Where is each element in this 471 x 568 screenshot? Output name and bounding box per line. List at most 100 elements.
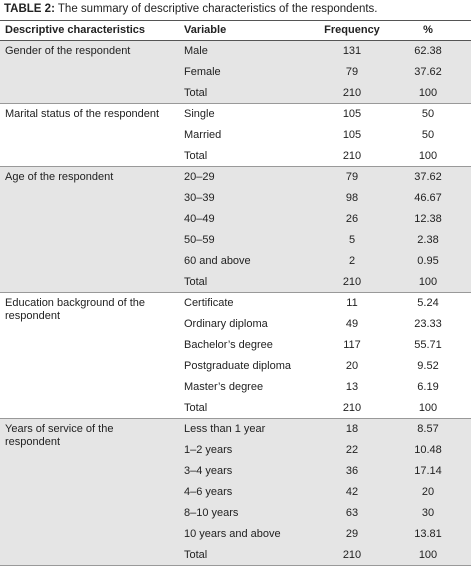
percent-cell: 100 <box>418 276 438 288</box>
table-row: Bachelor’s degree 117 55.71 <box>0 335 471 356</box>
table-row: 8–10 years 63 30 <box>0 503 471 524</box>
row-group: Years of service of the respondent Less t… <box>0 419 471 566</box>
group-label: Age of the respondent <box>5 171 114 183</box>
frequency-cell: 210 <box>342 150 362 162</box>
variable-cell: Total <box>184 549 208 561</box>
percent-cell: 17.14 <box>414 465 442 477</box>
table-row: 30–39 98 46.67 <box>0 188 471 209</box>
percent-cell: 50 <box>421 108 435 120</box>
variable-cell: 30–39 <box>184 192 215 204</box>
frequency-cell: 105 <box>342 129 362 141</box>
variable-cell: Total <box>184 87 208 99</box>
frequency-cell: 29 <box>345 528 359 540</box>
percent-cell: 62.38 <box>414 45 442 57</box>
percent-cell: 46.67 <box>414 192 442 204</box>
table-row: Married 105 50 <box>0 125 471 146</box>
group-label: Years of service of the respondent <box>5 423 114 448</box>
table-row: Master’s degree 13 6.19 <box>0 377 471 398</box>
variable-cell: 1–2 years <box>184 444 233 456</box>
frequency-cell: 117 <box>343 339 361 351</box>
table-row: Ordinary diploma 49 23.33 <box>0 314 471 335</box>
table-header: Descriptive characteristics Variable Fre… <box>0 20 471 41</box>
percent-cell: 100 <box>418 150 438 162</box>
variable-cell: Less than 1 year <box>184 423 266 435</box>
frequency-cell: 13 <box>345 381 359 393</box>
table-row: Single 105 50 <box>0 104 471 125</box>
variable-cell: Total <box>184 150 208 162</box>
percent-cell: 0.95 <box>417 255 439 267</box>
frequency-cell: 210 <box>342 402 362 414</box>
variable-cell: 50–59 <box>184 234 215 246</box>
frequency-cell: 18 <box>345 423 359 435</box>
percent-cell: 12.38 <box>414 213 442 225</box>
percent-cell: 10.48 <box>414 444 442 456</box>
variable-cell: Married <box>184 129 222 141</box>
variable-cell: 40–49 <box>184 213 215 225</box>
frequency-cell: 2 <box>348 255 356 267</box>
variable-cell: Certificate <box>184 297 234 309</box>
percent-cell: 100 <box>418 87 438 99</box>
variable-cell: 8–10 years <box>184 507 239 519</box>
table-row: 50–59 5 2.38 <box>0 230 471 251</box>
variable-cell: Bachelor’s degree <box>184 339 273 351</box>
table-row: Total 210 100 <box>0 272 471 293</box>
frequency-cell: 22 <box>345 444 359 456</box>
header-cell: Variable <box>184 24 227 36</box>
frequency-cell: 36 <box>345 465 359 477</box>
table-title: TABLE 2: The summary of descriptive char… <box>4 3 378 15</box>
table-row: Less than 1 year 18 8.57 <box>0 419 471 440</box>
table-row: 40–49 26 12.38 <box>0 209 471 230</box>
frequency-cell: 131 <box>342 45 362 57</box>
table-row: 1–2 years 22 10.48 <box>0 440 471 461</box>
variable-cell: 3–4 years <box>184 465 233 477</box>
percent-cell: 8.57 <box>417 423 439 435</box>
variable-cell: 60 and above <box>184 255 251 267</box>
title-label: TABLE 2: <box>4 3 55 15</box>
row-group: Gender of the respondent Male 131 62.38 Fema… <box>0 41 471 104</box>
frequency-cell: 79 <box>345 171 359 183</box>
percent-cell: 50 <box>421 129 435 141</box>
frequency-cell: 42 <box>345 486 359 498</box>
table-row: 20–29 79 37.62 <box>0 167 471 188</box>
percent-cell: 30 <box>421 507 435 519</box>
variable-cell: 20–29 <box>184 171 215 183</box>
percent-cell: 37.62 <box>414 171 442 183</box>
frequency-cell: 49 <box>345 318 359 330</box>
percent-cell: 6.19 <box>417 381 439 393</box>
percent-cell: 20 <box>421 486 435 498</box>
frequency-cell: 210 <box>342 87 362 99</box>
percent-cell: 23.33 <box>414 318 442 330</box>
frequency-cell: 11 <box>346 297 358 309</box>
table-row: 60 and above 2 0.95 <box>0 251 471 272</box>
table-row: Total 210 100 <box>0 146 471 167</box>
percent-cell: 100 <box>418 402 438 414</box>
frequency-cell: 210 <box>342 276 362 288</box>
percent-cell: 37.62 <box>414 66 442 78</box>
variable-cell: Total <box>184 276 208 288</box>
frequency-cell: 98 <box>345 192 359 204</box>
table-row: Postgraduate diploma 20 9.52 <box>0 356 471 377</box>
percent-cell: 5.24 <box>417 297 439 309</box>
table-row: 4–6 years 42 20 <box>0 482 471 503</box>
percent-cell: 100 <box>418 549 438 561</box>
frequency-cell: 5 <box>348 234 356 246</box>
title-text: The summary of descriptive characteristi… <box>57 3 378 15</box>
table-row: 10 years and above 29 13.81 <box>0 524 471 545</box>
table-row: Male 131 62.38 <box>0 41 471 62</box>
table-row: Total 210 100 <box>0 83 471 104</box>
row-group: Age of the respondent 20–29 79 37.62 30–39 98… <box>0 167 471 293</box>
percent-cell: 2.38 <box>417 234 439 246</box>
frequency-cell: 20 <box>345 360 359 372</box>
header-cell: Frequency <box>324 24 380 36</box>
frequency-cell: 210 <box>342 549 362 561</box>
percent-cell: 13.81 <box>414 528 442 540</box>
header-cell: Descriptive characteristics <box>5 24 146 36</box>
variable-cell: 4–6 years <box>184 486 233 498</box>
percent-cell: 9.52 <box>417 360 439 372</box>
header-cell: % <box>423 24 433 36</box>
table-row: Total 210 100 <box>0 545 471 566</box>
percent-cell: 55.71 <box>414 339 442 351</box>
variable-cell: Total <box>184 402 208 414</box>
frequency-cell: 79 <box>345 66 359 78</box>
